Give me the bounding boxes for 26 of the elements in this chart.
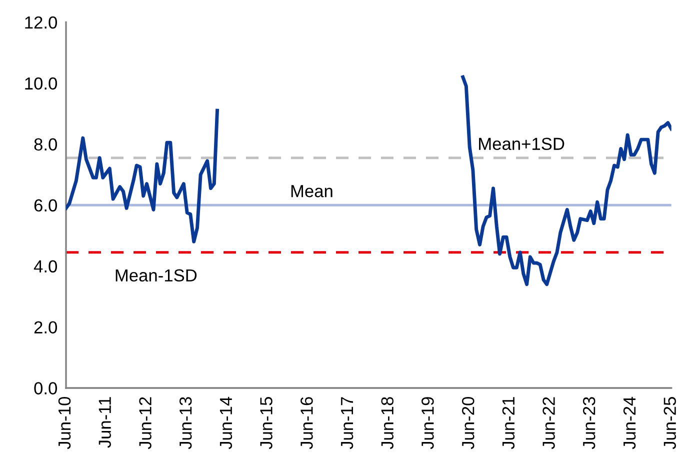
x-tick-label: Jun-24 xyxy=(623,396,636,450)
ref-line-label: Mean+1SD xyxy=(479,138,564,150)
y-tick-label: 2.0 xyxy=(34,321,57,334)
x-tick-label: Jun-10 xyxy=(58,397,71,450)
y-tick-label: 6.0 xyxy=(34,199,57,212)
x-tick-label: Jun-17 xyxy=(341,397,354,450)
y-tick-label: 0.0 xyxy=(34,382,57,394)
x-tick-label: Jun-16 xyxy=(300,397,313,450)
x-tick-label: Jun-12 xyxy=(139,397,152,450)
y-tick-label: 12.0 xyxy=(25,16,57,29)
x-tick-label: Jun-22 xyxy=(542,397,555,450)
x-tick-label: Jun-11 xyxy=(98,397,111,448)
x-tick-label: Jun-23 xyxy=(582,397,596,450)
x-tick-label: Jun-25 xyxy=(664,397,676,450)
x-tick-label: Jun-18 xyxy=(381,397,394,450)
x-tick-label: Jun-21 xyxy=(502,397,515,450)
x-tick-label: Jun-14 xyxy=(220,396,232,450)
x-tick-label: Jun-20 xyxy=(462,397,474,450)
x-tick-label: Jun-15 xyxy=(260,397,272,450)
y-tick-label: 10.0 xyxy=(25,77,57,90)
ref-line-label: Mean-1SD xyxy=(116,269,197,282)
x-tick-label: Jun-19 xyxy=(422,397,434,450)
y-tick-label: 8.0 xyxy=(34,138,57,151)
x-tick-label: Jun-13 xyxy=(179,397,192,450)
ref-line-label: Mean xyxy=(291,185,332,198)
y-tick-label: 4.0 xyxy=(34,260,57,273)
